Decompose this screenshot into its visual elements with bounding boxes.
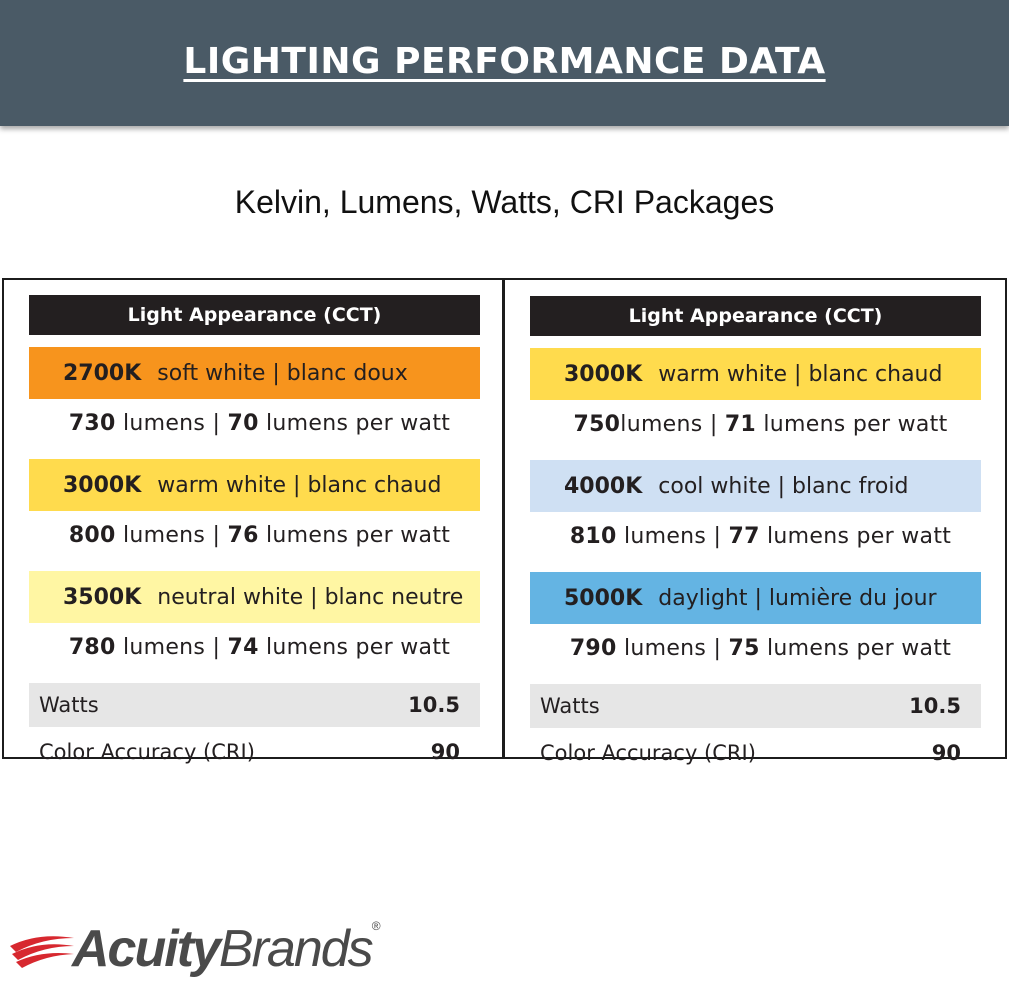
- page-title: LIGHTING PERFORMANCE DATA: [183, 40, 826, 82]
- logo-registered: ®: [371, 919, 381, 933]
- page-subtitle: Kelvin, Lumens, Watts, CRI Packages: [234, 184, 775, 220]
- logo-acuity: Acuity: [72, 920, 221, 978]
- kelvin-value: 4000K: [564, 473, 643, 499]
- table-header: Light Appearance (CCT): [29, 295, 480, 335]
- cri-label: Color Accuracy (CRI): [39, 740, 255, 764]
- lpw-value: 71: [724, 411, 757, 437]
- lpw-unit: lumens per watt: [766, 523, 952, 549]
- watts-label: Watts: [540, 694, 600, 718]
- logo-brands: Brands: [218, 920, 374, 978]
- watts-value: 10.5: [909, 694, 961, 718]
- spec-table: Light Appearance (CCT) 3000K warm white …: [530, 296, 981, 778]
- cct-row: 3500K neutral white | blanc neutre: [29, 571, 480, 623]
- cri-value: 90: [931, 741, 961, 765]
- lumens-unit: lumens |: [122, 634, 221, 660]
- lumens-value: 780: [68, 634, 116, 660]
- lpw-unit: lumens per watt: [265, 634, 451, 660]
- cct-row: 5000K daylight | lumière du jour: [530, 572, 981, 624]
- lumens-value: 810: [569, 523, 617, 549]
- cct-row: 3000K warm white | blanc chaud: [530, 348, 981, 400]
- cct-row: 4000K cool white | blanc froid: [530, 460, 981, 512]
- logo-wordmark: AcuityBrands®: [72, 919, 381, 979]
- lumens-value: 800: [68, 522, 116, 548]
- color-name: warm white | blanc chaud: [658, 361, 943, 387]
- watts-row: Watts 10.5: [29, 683, 480, 727]
- lpw-value: 77: [728, 523, 760, 549]
- kelvin-value: 3000K: [564, 361, 643, 387]
- lpw-unit: lumens per watt: [766, 635, 952, 661]
- lumens-row: 780 lumens | 74 lumens per watt: [29, 623, 480, 671]
- lumens-unit: lumens |: [623, 635, 722, 661]
- color-name: daylight | lumière du jour: [658, 585, 937, 611]
- lumens-row: 730 lumens | 70 lumens per watt: [29, 399, 480, 447]
- spec-panel-right: Light Appearance (CCT) 3000K warm white …: [503, 278, 1007, 765]
- lumens-row: 750 lumens | 71 lumens per watt: [530, 400, 981, 448]
- lpw-value: 76: [227, 522, 259, 548]
- kelvin-value: 5000K: [564, 585, 643, 611]
- lpw-value: 75: [728, 635, 760, 661]
- lpw-value: 70: [227, 410, 259, 436]
- lumens-unit: lumens |: [620, 411, 718, 437]
- kelvin-value: 2700K: [63, 360, 142, 386]
- kelvin-value: 3000K: [63, 472, 142, 498]
- color-name: neutral white | blanc neutre: [157, 584, 464, 610]
- lumens-value: 750: [573, 411, 621, 437]
- lumens-row: 800 lumens | 76 lumens per watt: [29, 511, 480, 559]
- lumens-unit: lumens |: [623, 523, 722, 549]
- lpw-unit: lumens per watt: [763, 411, 948, 437]
- lumens-row: 790 lumens | 75 lumens per watt: [530, 624, 981, 672]
- cri-row: Color Accuracy (CRI) 90: [29, 727, 480, 777]
- cri-label: Color Accuracy (CRI): [540, 741, 756, 765]
- lumens-unit: lumens |: [122, 410, 221, 436]
- lumens-row: 810 lumens | 77 lumens per watt: [530, 512, 981, 560]
- color-name: soft white | blanc doux: [157, 360, 408, 386]
- watts-row: Watts 10.5: [530, 684, 981, 728]
- title-banner: LIGHTING PERFORMANCE DATA: [0, 0, 1009, 126]
- lumens-value: 790: [569, 635, 617, 661]
- lpw-value: 74: [227, 634, 259, 660]
- watts-value: 10.5: [408, 693, 460, 717]
- lumens-unit: lumens |: [122, 522, 221, 548]
- swoosh-icon: [10, 936, 74, 968]
- table-header: Light Appearance (CCT): [530, 296, 981, 336]
- spec-table: Light Appearance (CCT) 2700K soft white …: [29, 295, 480, 777]
- color-name: cool white | blanc froid: [658, 473, 909, 499]
- acuity-brands-logo: AcuityBrands®: [8, 918, 381, 980]
- cct-row: 2700K soft white | blanc doux: [29, 347, 480, 399]
- watts-label: Watts: [39, 693, 99, 717]
- kelvin-value: 3500K: [63, 584, 142, 610]
- color-name: warm white | blanc chaud: [157, 472, 442, 498]
- cri-row: Color Accuracy (CRI) 90: [530, 728, 981, 778]
- cct-row: 3000K warm white | blanc chaud: [29, 459, 480, 511]
- lumens-value: 730: [68, 410, 116, 436]
- spec-panel-left: Light Appearance (CCT) 2700K soft white …: [2, 278, 504, 764]
- lpw-unit: lumens per watt: [265, 522, 451, 548]
- lpw-unit: lumens per watt: [265, 410, 451, 436]
- cri-value: 90: [430, 740, 460, 764]
